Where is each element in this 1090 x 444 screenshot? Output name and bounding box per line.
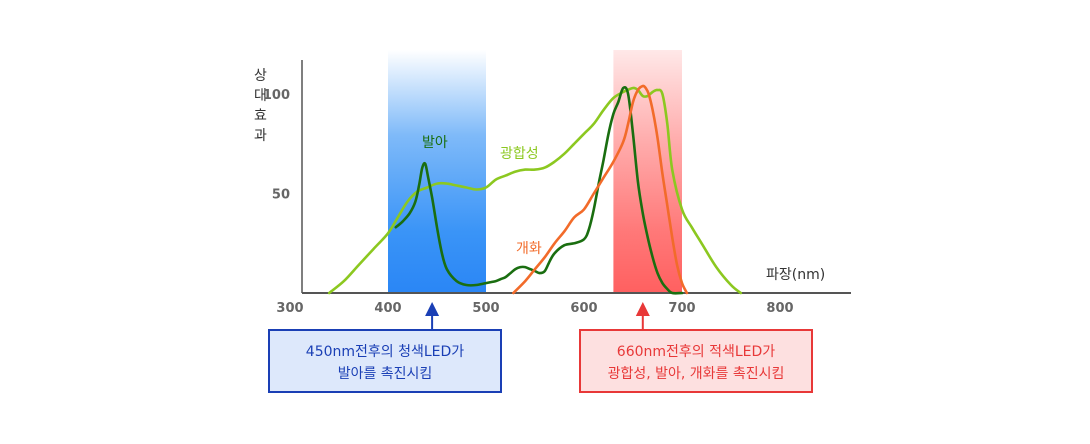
callout-blue-led: 450nm전후의 청색LED가 발아를 촉진시킴 [268, 329, 502, 393]
arrow-blue-head [425, 302, 440, 316]
x-axis-label: 파장(nm) [766, 267, 825, 283]
callout-red-line-1: 660nm전후의 적색LED가 [616, 344, 776, 360]
callout-blue-line-2: 발아를 촉진시킴 [337, 366, 433, 382]
series-line-gaehwa [512, 84, 689, 295]
x-tick-label: 300 [276, 301, 303, 316]
callout-red-led: 660nm전후의 적색LED가 광합성, 발아, 개화를 촉진시킴 [579, 329, 813, 393]
x-tick-label: 700 [668, 301, 695, 316]
x-tick-label: 500 [472, 301, 499, 316]
annotation-gaehwa: 개화 [516, 241, 542, 257]
annotation-balah: 발아 [422, 135, 448, 151]
y-tick-label: 100 [263, 88, 290, 103]
arrow-red-head [635, 302, 650, 316]
series-line-balah [394, 86, 684, 295]
x-tick-label: 800 [766, 301, 793, 316]
y-tick-label: 50 [272, 188, 290, 203]
callout-red-line-2: 광합성, 발아, 개화를 촉진시킴 [607, 366, 785, 382]
x-tick-label: 400 [374, 301, 401, 316]
annotation-gwanghapseong: 광합성 [500, 146, 539, 162]
callout-blue-line-1: 450nm전후의 청색LED가 [305, 344, 465, 360]
blue-band [388, 50, 486, 293]
x-tick-label: 600 [570, 301, 597, 316]
